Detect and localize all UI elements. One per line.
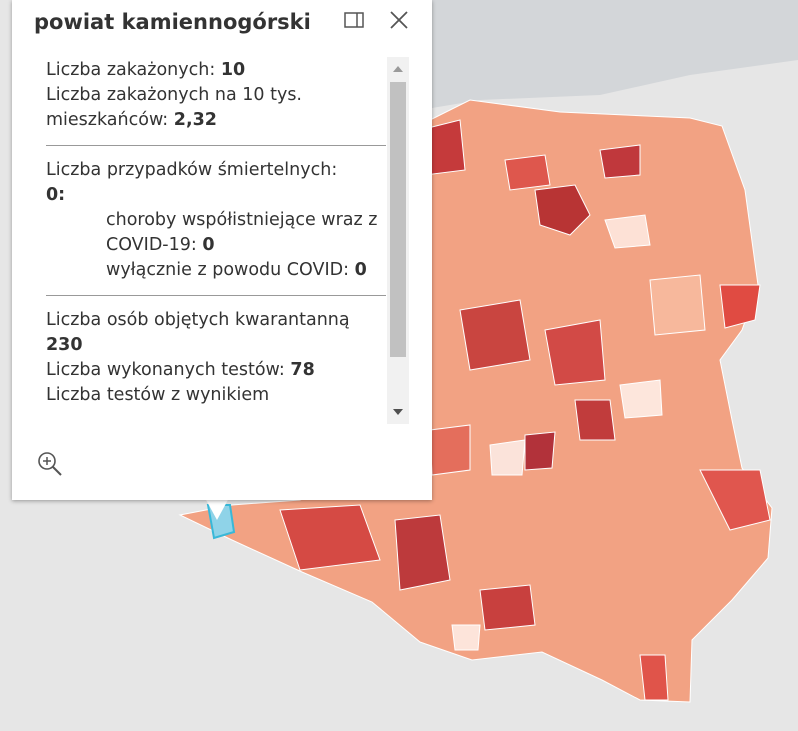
popup-title: powiat kamiennogórski [34,10,311,34]
popup-content: Liczba zakażonych: 10 Liczba zakażonych n… [46,58,386,425]
field: wyłącznie z powodu COVID: 0 [46,258,386,283]
field-label: Liczba osób objętych kwarantanną [46,310,350,330]
district [504,154,551,191]
scroll-down[interactable] [387,402,409,422]
dock-button[interactable] [342,8,366,32]
field-label: choroby współistniejące wraz z COVID-19: [106,210,378,255]
district [544,319,606,386]
popup-section: Liczba przypadków śmiertelnych: 0: chorob… [46,158,386,296]
field-label: Liczba wykonanych testów: [46,360,285,380]
popup-pointer [205,498,229,520]
district [459,299,531,371]
district [639,654,669,701]
field-label: wyłącznie z powodu COVID: [106,260,349,280]
field-value: 0 [354,260,367,280]
district [451,624,481,651]
field-value: 0: [46,185,66,205]
popup-section: Liczba zakażonych: 10 Liczba zakażonych n… [46,58,386,146]
district [534,184,591,236]
field: Liczba osób objętych kwarantanną 230 [46,308,386,358]
district [394,514,451,591]
district [479,584,536,631]
field-value: 10 [220,60,246,80]
field-value: 0 [202,235,215,255]
field: Liczba przypadków śmiertelnych: 0: [46,158,386,208]
district [574,399,616,441]
field-value: 230 [46,335,83,355]
field-label: Liczba zakażonych na 10 tys. mieszkańców… [46,85,302,130]
scroll-thumb[interactable] [390,82,406,357]
field-label: Liczba zakażonych: [46,60,216,80]
scrollbar[interactable] [387,57,409,424]
field-value: 78 [290,360,315,380]
field-label: Liczba testów z wynikiem [46,385,270,405]
field: Liczba zakażonych: 10 [46,58,386,83]
district [699,469,771,531]
close-button[interactable] [387,8,411,32]
field-value: 2,32 [173,110,217,130]
district [279,504,381,571]
district [604,214,651,249]
popup: powiat kamiennogórski Liczba zakażonych:… [12,0,432,500]
district [524,431,556,471]
district [489,439,526,476]
district [429,424,471,476]
scroll-up[interactable] [387,59,409,79]
field: Liczba zakażonych na 10 tys. mieszkańców… [46,83,386,133]
field: choroby współistniejące wraz z COVID-19:… [46,208,386,258]
district [599,144,641,179]
sea [410,0,798,110]
district [649,274,706,336]
districts [279,119,771,701]
popup-section: Liczba osób objętych kwarantanną 230 Licz… [46,308,386,420]
zoom-to-button[interactable] [36,450,64,478]
field: Liczba testów z wynikiem [46,383,386,408]
district [619,379,663,419]
field: Liczba wykonanych testów: 78 [46,358,386,383]
district [719,284,761,329]
field-label: Liczba przypadków śmiertelnych: [46,160,338,180]
